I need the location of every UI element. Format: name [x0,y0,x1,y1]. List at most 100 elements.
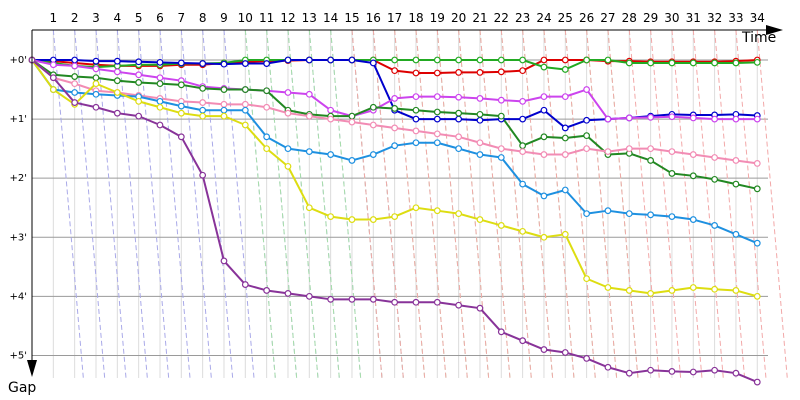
data-point [156,80,164,88]
lapped-line [95,29,127,379]
data-point [519,115,527,123]
data-point [263,103,271,111]
data-point [71,80,79,88]
data-point [689,216,697,223]
data-point [561,151,569,158]
data-point [220,100,228,108]
data-point [668,59,676,67]
data-point [156,121,164,129]
data-point [540,192,548,200]
data-point [199,84,207,92]
data-point [263,145,271,153]
data-point [263,87,271,95]
data-point [412,204,420,212]
data-point [369,121,377,129]
data-point [220,60,228,68]
lap-tick-label: 13 [302,11,317,25]
data-point [497,328,505,336]
data-point [348,56,356,64]
data-point [561,93,569,101]
data-point [625,287,633,294]
data-point [348,112,356,120]
lap-tick-label: 12 [280,11,295,25]
lapped-line [394,29,426,379]
lap-tick-label: 23 [515,11,530,25]
data-point [455,301,463,309]
data-point [199,106,207,114]
data-point [391,56,399,64]
data-point [753,160,761,167]
data-point [668,148,676,155]
data-point [92,74,100,82]
data-point [391,95,399,102]
lap-tick-label: 32 [707,11,722,25]
lapped-line [650,29,682,379]
data-point [177,133,185,141]
data-point [476,151,484,158]
data-point [732,287,740,294]
data-point [561,230,569,238]
data-point [519,148,527,155]
data-point [711,115,719,123]
data-point [711,222,719,229]
data-point [476,110,484,118]
lap-tick-label: 2 [71,11,79,25]
lap-tick-label: 24 [536,11,551,25]
lap-tick-label: 27 [600,11,615,25]
lap-tick-label: 17 [387,11,402,25]
lap-tick-label: 9 [220,11,228,25]
data-point [433,56,441,64]
data-point [412,298,420,306]
data-point [241,106,249,114]
lap-tick-label: 22 [494,11,509,25]
lapped-line [308,29,340,379]
data-point [412,127,420,135]
data-point [455,69,463,76]
data-point [284,109,292,117]
data-point [135,58,143,66]
data-point [156,97,164,105]
data-point [433,115,441,123]
lap-tick-label: 14 [323,11,338,25]
data-point [369,59,377,67]
data-point [668,368,676,375]
data-point [305,90,313,98]
y-axis-arrow [27,360,37,377]
lap-tick-label: 7 [177,11,185,25]
gap-tick-label: +2' [10,173,28,184]
data-point [391,213,399,220]
lap-tick-label: 25 [558,11,573,25]
data-point [625,210,633,218]
data-point [135,71,143,79]
lap-tick-label: 29 [643,11,658,25]
lapped-line [372,29,404,379]
data-point [476,139,484,147]
data-point [348,157,356,164]
data-point [412,69,420,77]
data-point [561,134,569,142]
data-point [391,105,399,112]
data-point [540,63,548,71]
data-point [625,369,633,377]
data-point [689,284,697,291]
data-point [433,93,441,101]
data-point [689,172,697,180]
data-point [647,290,655,297]
lapped-line [138,29,170,379]
data-point [476,216,484,223]
gap-tick-label: +3' [10,232,28,243]
data-point [455,133,463,141]
data-point [732,180,740,188]
lapped-line [479,29,511,379]
data-point [647,145,655,153]
data-point [753,292,761,300]
lapped-line [266,29,298,379]
data-point [49,61,57,69]
data-point [305,56,313,64]
lapped-line [287,29,319,379]
data-point [284,145,292,153]
data-point [49,86,57,93]
data-point [561,124,569,132]
lap-tick-label: 33 [728,11,743,25]
data-point [433,298,441,306]
